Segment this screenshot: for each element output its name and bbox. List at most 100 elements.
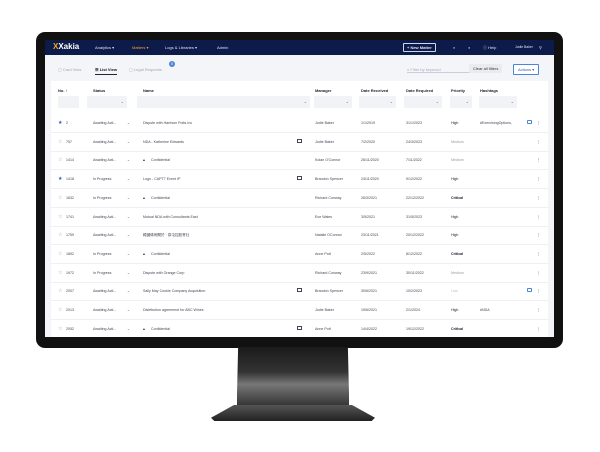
- status-select[interactable]: In Progress: [93, 270, 112, 275]
- document-icon[interactable]: [297, 176, 302, 181]
- table-row[interactable]: ☆ 757 Awaiting Acti... ⌄ NDA - Katherine…: [51, 133, 548, 152]
- nav-admin[interactable]: Admin: [217, 45, 229, 50]
- chevron-down-icon[interactable]: ⌄: [127, 251, 131, 256]
- chevron-down-icon[interactable]: ⌄: [127, 326, 131, 331]
- column-header[interactable]: Priority: [451, 88, 466, 93]
- nav-analytics[interactable]: Analytics ▾: [95, 45, 115, 50]
- actions-button[interactable]: Actions ▾: [513, 64, 540, 75]
- column-header[interactable]: Name: [143, 88, 154, 93]
- user-icon[interactable]: ⚲: [539, 45, 542, 50]
- status-select[interactable]: In Progress: [93, 195, 112, 200]
- status-select[interactable]: Awaiting Acti...: [93, 214, 117, 219]
- search-icon[interactable]: ⌕: [453, 45, 456, 50]
- star-icon[interactable]: ☆: [58, 232, 63, 239]
- more-options-icon[interactable]: ⋮: [537, 214, 541, 219]
- nav-matters[interactable]: Matters ▾: [132, 45, 149, 50]
- tab-legal-requests[interactable]: ▢ Legal Requests: [129, 67, 162, 72]
- user-name[interactable]: Jodie Baker: [515, 45, 533, 49]
- star-icon[interactable]: ☆: [58, 269, 63, 276]
- matter-name[interactable]: Distribution agreement for ABC Wines: [143, 308, 204, 312]
- star-icon[interactable]: ☆: [58, 213, 63, 220]
- star-icon[interactable]: ☆: [58, 307, 63, 313]
- matter-name[interactable]: Mutual NDA with Consultants East: [143, 214, 198, 219]
- new-matter-button[interactable]: + New Matter: [403, 43, 436, 52]
- nav-logs-libraries[interactable]: Logs & Libraries ▾: [165, 45, 198, 50]
- table-row[interactable]: ☆ 2007 Awaiting Acti... ⌄ Sally May Cook…: [51, 282, 548, 302]
- column-filter[interactable]: [58, 96, 79, 108]
- matter-name[interactable]: Confidential: [151, 158, 170, 163]
- matter-name[interactable]: Confidential: [151, 251, 170, 256]
- table-row[interactable]: ☆ 1892 In Progress ⌄ 🔒︎ Confidential Ann…: [51, 245, 548, 264]
- matter-name[interactable]: Confidential: [151, 195, 170, 200]
- column-header[interactable]: Manager: [315, 88, 332, 93]
- matter-name[interactable]: Logo - CAPT7 Event IP: [143, 177, 181, 182]
- column-header[interactable]: Date Required: [406, 88, 434, 93]
- help-button[interactable]: ⓘ Help: [483, 45, 497, 50]
- comment-icon[interactable]: [527, 120, 532, 124]
- column-filter[interactable]: ⌄: [404, 96, 442, 108]
- document-icon[interactable]: [297, 138, 302, 143]
- status-select[interactable]: In Progress: [93, 177, 112, 182]
- document-icon[interactable]: [297, 288, 302, 293]
- more-options-icon[interactable]: ⋮: [537, 195, 541, 200]
- more-options-icon[interactable]: ⋮: [537, 177, 541, 182]
- table-row[interactable]: ☆ 1759 Awaiting Acti... ⌄ 韓國條例關於 · 慕屯控股會…: [51, 226, 548, 246]
- star-icon[interactable]: ☆: [58, 138, 63, 145]
- notification-icon[interactable]: ●: [468, 45, 471, 50]
- star-icon[interactable]: ☆: [58, 250, 63, 257]
- chevron-down-icon[interactable]: ⌄: [127, 289, 131, 294]
- table-row[interactable]: ☆ 2013 Awaiting Acti... ⌄ Distribution a…: [51, 301, 548, 320]
- table-row[interactable]: ☆ 1414 Awaiting Acti... ⌄ 🔒︎ Confidentia…: [51, 151, 548, 171]
- table-row[interactable]: ☆ 1632 In Progress ⌄ 🔒︎ Confidential Ric…: [51, 189, 548, 208]
- more-options-icon[interactable]: ⋮: [537, 233, 541, 238]
- table-row[interactable]: ★ 2 Awaiting Acti... ⌄ Dispute with Harr…: [51, 114, 548, 133]
- filter-keyword-input[interactable]: ⌕ Filter by keyword: [407, 67, 477, 73]
- star-icon[interactable]: ☆: [58, 157, 63, 164]
- chevron-down-icon[interactable]: ⌄: [127, 195, 131, 200]
- more-options-icon[interactable]: ⋮: [537, 158, 541, 163]
- comment-icon[interactable]: [527, 288, 532, 293]
- document-icon[interactable]: [297, 325, 302, 330]
- column-header[interactable]: Status: [93, 88, 106, 93]
- chevron-down-icon[interactable]: ⌄: [127, 177, 131, 182]
- column-filter[interactable]: ⌄: [450, 96, 472, 108]
- table-row[interactable]: ☆ 2052 Awaiting Acti... ⌄ 🔒︎ Confidentia…: [51, 320, 548, 337]
- column-header[interactable]: Date Received: [361, 88, 389, 93]
- table-row[interactable]: ★ 1418 In Progress ⌄ Logo - CAPT7 Event …: [51, 170, 548, 190]
- more-options-icon[interactable]: ⋮: [537, 270, 541, 275]
- star-icon[interactable]: ☆: [58, 194, 63, 201]
- column-filter[interactable]: ⌄: [137, 96, 307, 108]
- column-filter[interactable]: ⌄: [292, 96, 310, 108]
- star-icon[interactable]: ★: [58, 176, 63, 183]
- clear-filters-button[interactable]: Clear all filters: [469, 64, 503, 73]
- column-filter[interactable]: ⌄: [87, 96, 127, 108]
- column-filter[interactable]: ⌄: [359, 96, 396, 108]
- tab-list-view[interactable]: ☰ List View: [95, 67, 117, 75]
- star-icon[interactable]: ☆: [58, 325, 63, 332]
- tab-card-view[interactable]: ▢ Card View: [58, 67, 82, 72]
- table-row[interactable]: ☆ 1741 Awaiting Acti... ⌄ Mutual NDA wit…: [51, 208, 548, 227]
- table-row[interactable]: ☆ 1972 In Progress ⌄ Dispute with Orange…: [51, 264, 548, 283]
- matter-name[interactable]: Sally May Cookie Company Acquisition: [143, 289, 206, 294]
- more-options-icon[interactable]: ⋮: [537, 289, 541, 294]
- more-options-icon[interactable]: ⋮: [537, 326, 541, 331]
- status-select[interactable]: Awaiting Acti...: [93, 233, 117, 238]
- status-select[interactable]: Awaiting Acti...: [93, 289, 117, 294]
- more-options-icon[interactable]: ⋮: [537, 139, 541, 144]
- matter-name[interactable]: NDA - Katherine Edwards: [143, 139, 184, 144]
- status-select[interactable]: Awaiting Acti...: [93, 139, 117, 144]
- chevron-down-icon[interactable]: ⌄: [127, 158, 131, 163]
- status-select[interactable]: Awaiting Acti...: [93, 121, 117, 125]
- status-select[interactable]: In Progress: [93, 251, 112, 256]
- star-icon[interactable]: ☆: [58, 288, 63, 295]
- chevron-down-icon[interactable]: ⌄: [127, 139, 131, 144]
- status-select[interactable]: Awaiting Acti...: [93, 308, 117, 312]
- matter-name[interactable]: Dispute with Harrison Potts Inc: [143, 121, 193, 125]
- column-header[interactable]: No. ↑: [58, 88, 68, 93]
- star-icon[interactable]: ★: [58, 120, 63, 126]
- chevron-down-icon[interactable]: ⌄: [127, 270, 131, 275]
- matter-name[interactable]: 韓國條例關於 · 慕屯控股會社: [143, 233, 190, 238]
- chevron-down-icon[interactable]: ⌄: [127, 308, 131, 312]
- column-filter[interactable]: ⌄: [314, 96, 352, 108]
- column-header[interactable]: Hashtags: [480, 88, 499, 93]
